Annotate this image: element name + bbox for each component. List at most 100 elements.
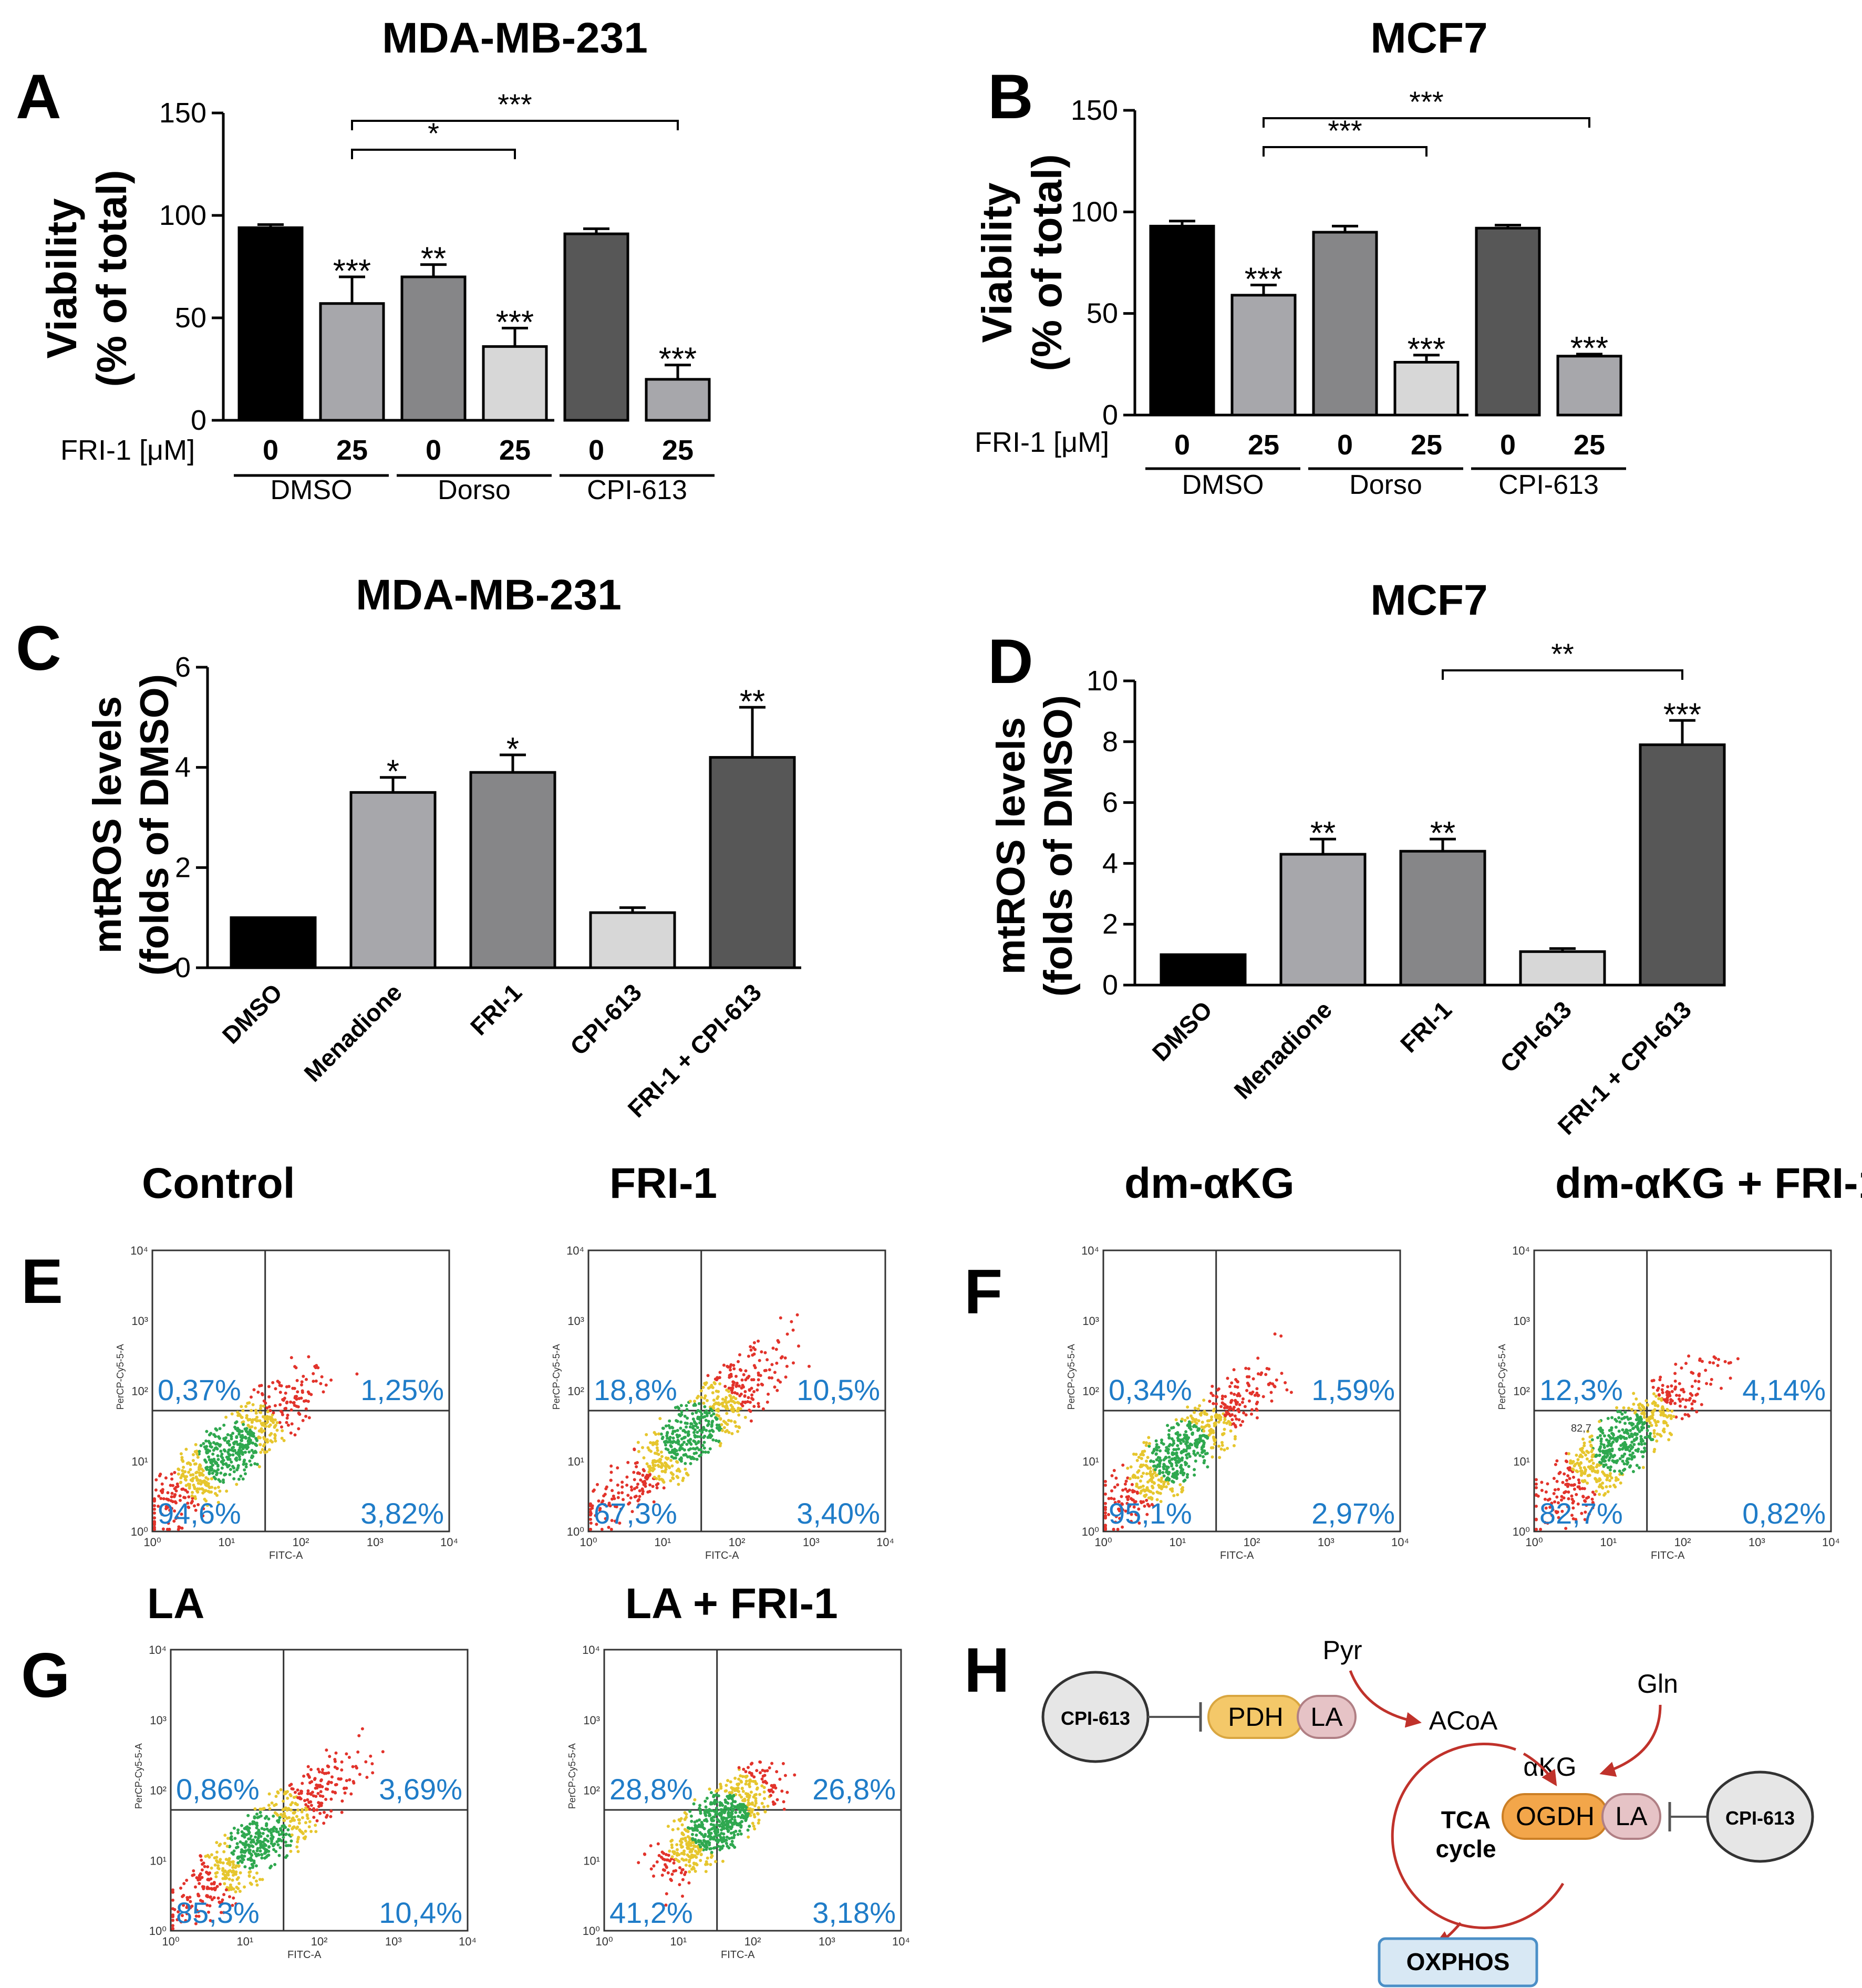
event-dot: [711, 1815, 715, 1819]
event-dot: [243, 1865, 247, 1869]
event-dot: [717, 1401, 720, 1405]
event-dot: [720, 1812, 723, 1816]
event-dot: [227, 1877, 231, 1881]
event-dot: [1135, 1490, 1139, 1494]
event-dot: [751, 1801, 754, 1805]
bar: [645, 378, 711, 422]
event-dot: [193, 1495, 197, 1498]
event-dot: [736, 1832, 740, 1836]
group-label: Dorso: [1349, 470, 1422, 500]
event-dot: [730, 1836, 734, 1840]
y-tick-label: 10³: [150, 1714, 167, 1727]
event-dot: [381, 1750, 385, 1754]
event-dot: [215, 1494, 219, 1497]
x-tick-label: 10²: [1244, 1536, 1260, 1549]
event-dot: [699, 1389, 703, 1393]
event-dot: [680, 1823, 684, 1827]
event-dot: [268, 1409, 272, 1412]
event-dot: [1224, 1395, 1227, 1399]
event-dot: [1581, 1437, 1585, 1441]
event-dot: [258, 1840, 262, 1844]
event-dot: [180, 1526, 184, 1530]
event-dot: [1690, 1407, 1694, 1411]
event-dot: [267, 1448, 271, 1452]
ogdh-label: OGDH: [1516, 1801, 1595, 1831]
event-dot: [224, 1415, 228, 1419]
event-dot: [695, 1442, 698, 1446]
event-dot: [278, 1846, 282, 1849]
event-dot: [1187, 1465, 1191, 1468]
event-dot: [633, 1478, 636, 1482]
event-dot: [724, 1421, 728, 1425]
event-dot: [1178, 1459, 1182, 1463]
event-dot: [1535, 1518, 1538, 1521]
event-dot: [1691, 1371, 1695, 1375]
event-dot: [203, 1459, 207, 1462]
event-dot: [1621, 1459, 1625, 1463]
event-dot: [204, 1439, 208, 1443]
event-dot: [282, 1836, 285, 1839]
event-dot: [1640, 1417, 1643, 1421]
event-dot: [1127, 1488, 1131, 1492]
event-dot: [1176, 1431, 1180, 1434]
event-dot: [250, 1448, 254, 1452]
event-dot: [265, 1824, 268, 1827]
event-dot: [263, 1443, 266, 1446]
event-dot: [175, 1482, 179, 1486]
event-dot: [1646, 1403, 1649, 1406]
event-dot: [229, 1453, 232, 1457]
event-dot: [257, 1853, 261, 1857]
event-dot: [704, 1451, 707, 1454]
event-dot: [740, 1378, 744, 1382]
event-dot: [236, 1845, 240, 1849]
event-dot: [1229, 1399, 1233, 1403]
event-dot: [766, 1400, 769, 1404]
event-dot: [757, 1821, 760, 1825]
event-dot: [1155, 1498, 1159, 1502]
event-dot: [181, 1487, 184, 1491]
event-dot: [286, 1423, 290, 1427]
event-dot: [289, 1400, 293, 1404]
event-dot: [1583, 1518, 1587, 1521]
event-dot: [270, 1841, 273, 1845]
event-dot: [594, 1514, 597, 1517]
event-dot: [253, 1418, 257, 1421]
event-dot: [234, 1451, 238, 1455]
event-dot: [1118, 1517, 1122, 1520]
event-dot: [763, 1351, 767, 1354]
y-axis-label-line2: (folds of DMSO): [1036, 695, 1081, 997]
event-dot: [1585, 1504, 1588, 1507]
significance-label: **: [421, 241, 446, 277]
event-dot: [1251, 1377, 1255, 1381]
event-dot: [1267, 1367, 1271, 1371]
y-tick-label: 10⁴: [582, 1643, 600, 1656]
event-dot: [736, 1401, 740, 1404]
event-dot: [668, 1849, 671, 1853]
event-dot: [1678, 1382, 1681, 1385]
y-tick-label: 10³: [1513, 1314, 1530, 1328]
y-tick-label: 0: [1102, 969, 1118, 1001]
event-dot: [1643, 1446, 1646, 1450]
event-dot: [1602, 1472, 1606, 1475]
event-dot: [691, 1417, 695, 1421]
event-dot: [187, 1471, 191, 1474]
event-dot: [169, 1484, 172, 1487]
event-dot: [1582, 1441, 1586, 1445]
event-dot: [230, 1412, 234, 1416]
event-dots: [1535, 1354, 1740, 1531]
event-dot: [1546, 1498, 1550, 1502]
dose-value-label: 0: [1174, 429, 1190, 461]
event-dot: [215, 1473, 219, 1476]
event-dot: [641, 1489, 645, 1493]
event-dot: [191, 1873, 194, 1877]
event-dot: [762, 1805, 766, 1809]
y-tick-label: 10⁰: [1513, 1525, 1530, 1538]
event-dot: [1609, 1452, 1612, 1456]
event-dot: [691, 1866, 695, 1869]
event-dot: [719, 1785, 723, 1788]
event-dot: [680, 1447, 684, 1451]
event-dot: [1128, 1503, 1132, 1507]
event-dot: [234, 1902, 238, 1906]
event-dot: [371, 1771, 375, 1775]
event-dot: [1620, 1412, 1624, 1416]
